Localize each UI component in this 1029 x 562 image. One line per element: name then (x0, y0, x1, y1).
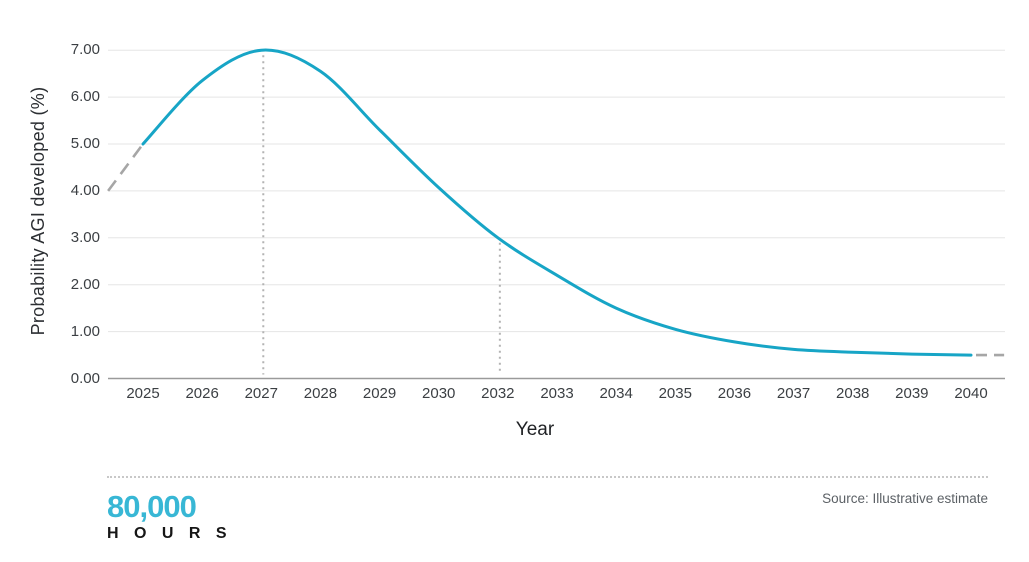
y-tick-label: 6.00 (70, 88, 100, 106)
x-tick-label: 2029 (362, 385, 397, 402)
x-tick-label: 2039 (895, 385, 929, 402)
y-tick-label: 5.00 (70, 135, 100, 152)
y-tick-label: 7.00 (70, 41, 100, 59)
y-tick-label: 2.00 (70, 275, 100, 293)
x-tick-label: 2026 (185, 385, 219, 402)
x-tick-label: 2027 (244, 385, 278, 402)
x-tick-label: 2040 (954, 385, 988, 402)
logo-hours-text: H O U R S (107, 525, 233, 542)
x-tick-label: 2025 (126, 385, 160, 402)
x-axis-title: Year (515, 419, 555, 440)
agi-probability-curve (141, 48, 973, 357)
x-tick-label: 2036 (717, 385, 752, 402)
x-tick-label: 2032 (481, 385, 515, 402)
eighty-thousand-hours-logo: 80,000 H O U R S (107, 491, 232, 542)
x-tick-label: 2034 (599, 385, 633, 402)
x-tick-label: 2037 (776, 385, 811, 402)
y-tick-label: 1.00 (70, 322, 100, 340)
dashed-lead-in (107, 143, 145, 192)
logo-80000-text: 80,000 (107, 489, 197, 524)
x-tick-label: 2038 (836, 385, 870, 402)
x-tick-label: 2028 (303, 385, 338, 402)
x-tick-label: 2035 (658, 385, 692, 402)
x-tick-label: 2030 (422, 385, 456, 402)
source-note: Source: Illustrative estimate (822, 491, 988, 506)
x-tick-label: 2033 (540, 385, 574, 402)
y-tick-label: 4.00 (70, 181, 100, 199)
footer-divider (107, 476, 988, 478)
y-tick-label: 3.00 (70, 228, 100, 246)
y-tick-label: 0.00 (70, 369, 100, 387)
